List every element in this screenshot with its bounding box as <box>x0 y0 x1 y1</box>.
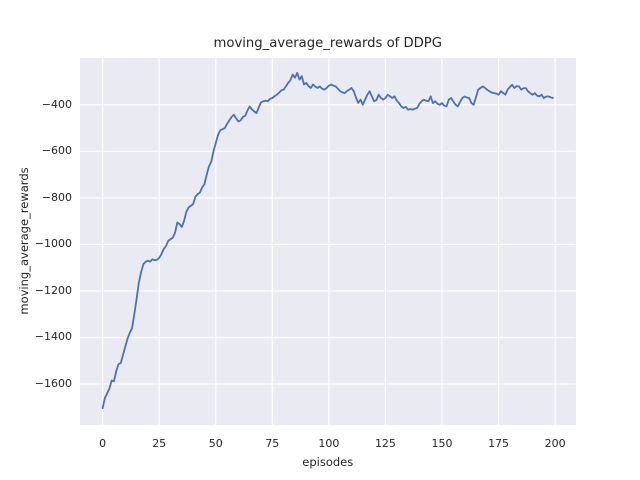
reward-line-layer <box>101 71 554 410</box>
y-tick-label: −1000 <box>34 237 72 251</box>
x-tick-label: 75 <box>265 437 280 450</box>
x-tick-label: 25 <box>152 437 167 450</box>
x-axis-label: episodes <box>302 455 354 469</box>
grid-lines <box>80 57 576 425</box>
y-tick-label: −1600 <box>34 377 72 391</box>
x-tick-label: 100 <box>318 437 340 450</box>
reward-line <box>101 71 554 410</box>
plot-area <box>80 57 576 425</box>
x-tick-label: 150 <box>431 437 453 450</box>
x-tick-label: 50 <box>208 437 223 450</box>
chart-title: moving_average_rewards of DDPG <box>213 36 442 51</box>
x-tick-label: 0 <box>99 437 107 450</box>
x-tick-label: 175 <box>488 437 510 450</box>
y-tick-label: −600 <box>41 144 72 158</box>
y-tick-label: −800 <box>41 190 72 204</box>
y-tick-label: −1400 <box>34 330 72 344</box>
y-tick-label: −1200 <box>34 283 72 297</box>
x-tick-label: 125 <box>374 437 396 450</box>
x-tick-label: 200 <box>544 437 566 450</box>
y-tick-label: −400 <box>41 97 72 111</box>
